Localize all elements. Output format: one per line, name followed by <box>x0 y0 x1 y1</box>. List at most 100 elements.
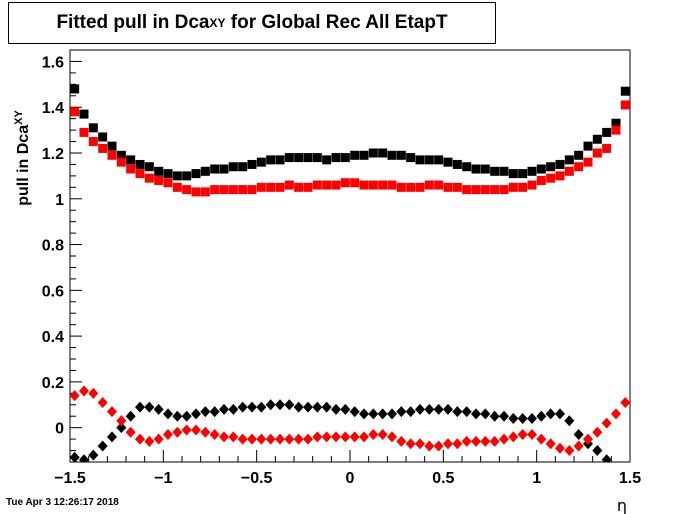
chart-title-sub: XY <box>209 16 226 30</box>
chart-points <box>70 84 630 462</box>
data-point-square <box>574 150 584 160</box>
data-point-diamond <box>153 403 164 415</box>
data-point-square <box>275 155 285 165</box>
chart-marks <box>70 84 630 462</box>
data-point-square <box>266 155 276 165</box>
data-point-diamond <box>107 431 117 443</box>
data-point-square <box>527 180 537 190</box>
data-point-diamond <box>265 433 276 445</box>
data-point-diamond <box>321 431 332 443</box>
data-point-square <box>303 153 313 163</box>
data-point-diamond <box>265 399 276 411</box>
data-point-square <box>424 180 434 190</box>
data-point-square <box>396 150 406 160</box>
data-point-square <box>228 185 238 195</box>
chart-tick-labels: −1.5 −1 −0.5 0 0.5 1 1.5 0 0.2 0.4 0.6 0.8 1 1.2 1.4 1.… <box>42 54 641 487</box>
data-point-square <box>312 180 322 190</box>
data-point-diamond <box>172 410 183 422</box>
data-point-square <box>266 182 276 192</box>
data-point-square <box>238 162 248 172</box>
data-point-diamond <box>163 429 173 441</box>
data-point-square <box>620 100 630 110</box>
data-point-diamond <box>237 433 248 445</box>
data-point-diamond <box>321 401 332 413</box>
data-point-diamond <box>153 433 164 445</box>
data-point-diamond <box>237 401 248 413</box>
y-axis-label-main: pull in Dca <box>15 125 32 206</box>
data-point-square <box>294 153 304 163</box>
data-point-square <box>350 150 360 160</box>
data-point-diamond <box>135 401 145 413</box>
data-point-diamond <box>116 415 127 427</box>
data-point-diamond <box>601 454 612 462</box>
data-point-diamond <box>611 408 621 420</box>
y-tick-label: 0.2 <box>42 375 64 392</box>
data-point-diamond <box>284 433 295 445</box>
y-axis-label: pull in DcaXY <box>13 110 32 206</box>
data-point-diamond <box>191 424 201 436</box>
x-tick-label: 1.5 <box>619 470 641 487</box>
data-point-diamond <box>508 413 519 425</box>
data-point-diamond <box>377 429 388 441</box>
data-point-diamond <box>312 431 323 443</box>
data-point-square <box>490 185 500 195</box>
data-point-square <box>480 185 490 195</box>
data-point-diamond <box>200 406 211 418</box>
y-axis-label-sub: XY <box>13 110 25 125</box>
data-point-square <box>98 132 108 142</box>
data-point-diamond <box>433 403 444 415</box>
chart-axes <box>69 49 631 463</box>
data-point-square <box>135 169 145 179</box>
data-point-square <box>219 185 229 195</box>
data-point-diamond <box>489 410 500 422</box>
data-point-square <box>219 164 229 174</box>
data-point-square <box>592 134 602 144</box>
data-point-square <box>536 175 546 185</box>
data-point-square <box>368 180 378 190</box>
data-point-square <box>210 164 220 174</box>
data-point-square <box>88 137 98 147</box>
chart-title-main: Fitted pull in Dca <box>56 12 210 33</box>
data-point-square <box>191 169 201 179</box>
data-point-square <box>387 150 397 160</box>
chart-title-suffix: for Global Rec All EtapT <box>225 12 448 33</box>
y-tick-label: 1 <box>55 192 64 209</box>
data-point-square <box>462 185 472 195</box>
data-point-square <box>583 141 593 151</box>
data-point-square <box>70 84 80 94</box>
data-point-square <box>443 157 453 167</box>
data-point-square <box>79 127 89 137</box>
data-point-diamond <box>256 433 267 445</box>
data-point-diamond <box>79 385 89 397</box>
data-point-diamond <box>480 408 491 420</box>
data-point-diamond <box>555 408 565 420</box>
data-point-square <box>322 180 332 190</box>
data-point-diamond <box>256 401 267 413</box>
data-point-diamond <box>424 403 435 415</box>
data-point-square <box>462 162 472 172</box>
data-point-diamond <box>433 440 444 452</box>
data-point-diamond <box>452 406 463 418</box>
data-point-square <box>107 150 117 160</box>
data-point-diamond <box>527 413 537 425</box>
data-point-diamond <box>144 435 155 447</box>
data-point-square <box>210 185 220 195</box>
x-tick-label: 1 <box>532 470 541 487</box>
data-point-square <box>480 164 490 174</box>
data-point-diamond <box>443 438 453 450</box>
data-point-square <box>238 185 248 195</box>
data-point-square <box>126 164 136 174</box>
data-point-diamond <box>97 396 108 408</box>
data-point-diamond <box>331 403 341 415</box>
data-point-diamond <box>303 433 313 445</box>
data-point-square <box>424 155 434 165</box>
data-point-square <box>247 185 257 195</box>
data-point-square <box>564 166 574 176</box>
data-point-square <box>396 182 406 192</box>
data-point-square <box>592 148 602 158</box>
data-point-diamond <box>88 387 99 399</box>
data-point-square <box>620 86 630 96</box>
data-point-square <box>415 155 425 165</box>
data-point-diamond <box>144 401 155 413</box>
data-point-diamond <box>620 396 630 408</box>
